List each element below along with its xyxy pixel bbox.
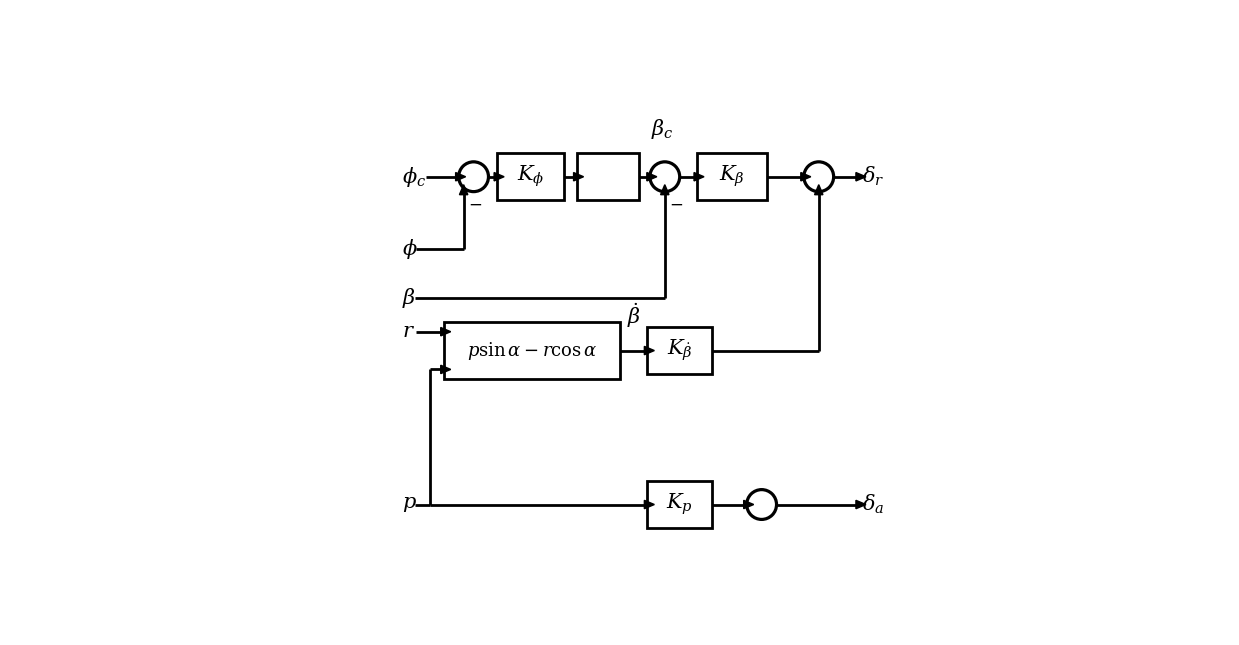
Text: $\delta_a$: $\delta_a$	[862, 493, 885, 516]
Polygon shape	[743, 501, 753, 509]
Polygon shape	[800, 172, 810, 181]
Text: $\dot{\beta}$: $\dot{\beta}$	[627, 301, 641, 330]
Polygon shape	[456, 172, 466, 181]
Circle shape	[458, 162, 488, 192]
Text: $p$: $p$	[401, 495, 416, 514]
Bar	[497, 153, 564, 201]
Polygon shape	[856, 501, 866, 509]
Bar	[648, 327, 712, 374]
Text: $K_{\dot{\beta}}$: $K_{\dot{\beta}}$	[667, 338, 693, 363]
Text: $\delta_r$: $\delta_r$	[862, 165, 885, 188]
Text: $K_p$: $K_p$	[667, 491, 693, 517]
Polygon shape	[814, 184, 823, 195]
Text: $-$: $-$	[669, 195, 683, 213]
Circle shape	[650, 162, 680, 192]
Text: $\phi_c$: $\phi_c$	[401, 164, 426, 189]
Text: $\phi$: $\phi$	[401, 237, 418, 261]
Circle shape	[747, 490, 777, 519]
Bar	[444, 322, 621, 379]
Circle shape	[804, 162, 834, 192]
Polygon shape	[574, 172, 584, 181]
Bar	[576, 153, 639, 201]
Polygon shape	[441, 365, 451, 373]
Bar	[698, 153, 767, 201]
Polygon shape	[494, 172, 504, 181]
Polygon shape	[856, 172, 866, 181]
Text: $\beta_c$: $\beta_c$	[650, 117, 674, 141]
Polygon shape	[647, 172, 657, 181]
Polygon shape	[460, 184, 468, 195]
Polygon shape	[644, 501, 654, 509]
Polygon shape	[441, 328, 451, 336]
Text: $p\sin\alpha - r\cos\alpha$: $p\sin\alpha - r\cos\alpha$	[467, 339, 597, 362]
Text: $K_{\beta}$: $K_{\beta}$	[719, 164, 745, 190]
Text: $\beta$: $\beta$	[401, 286, 415, 310]
Bar	[648, 481, 712, 528]
Polygon shape	[644, 346, 654, 355]
Text: $r$: $r$	[401, 322, 415, 341]
Text: $K_{\phi}$: $K_{\phi}$	[517, 164, 544, 190]
Polygon shape	[660, 184, 669, 195]
Text: $-$: $-$	[467, 195, 482, 213]
Polygon shape	[694, 172, 704, 181]
